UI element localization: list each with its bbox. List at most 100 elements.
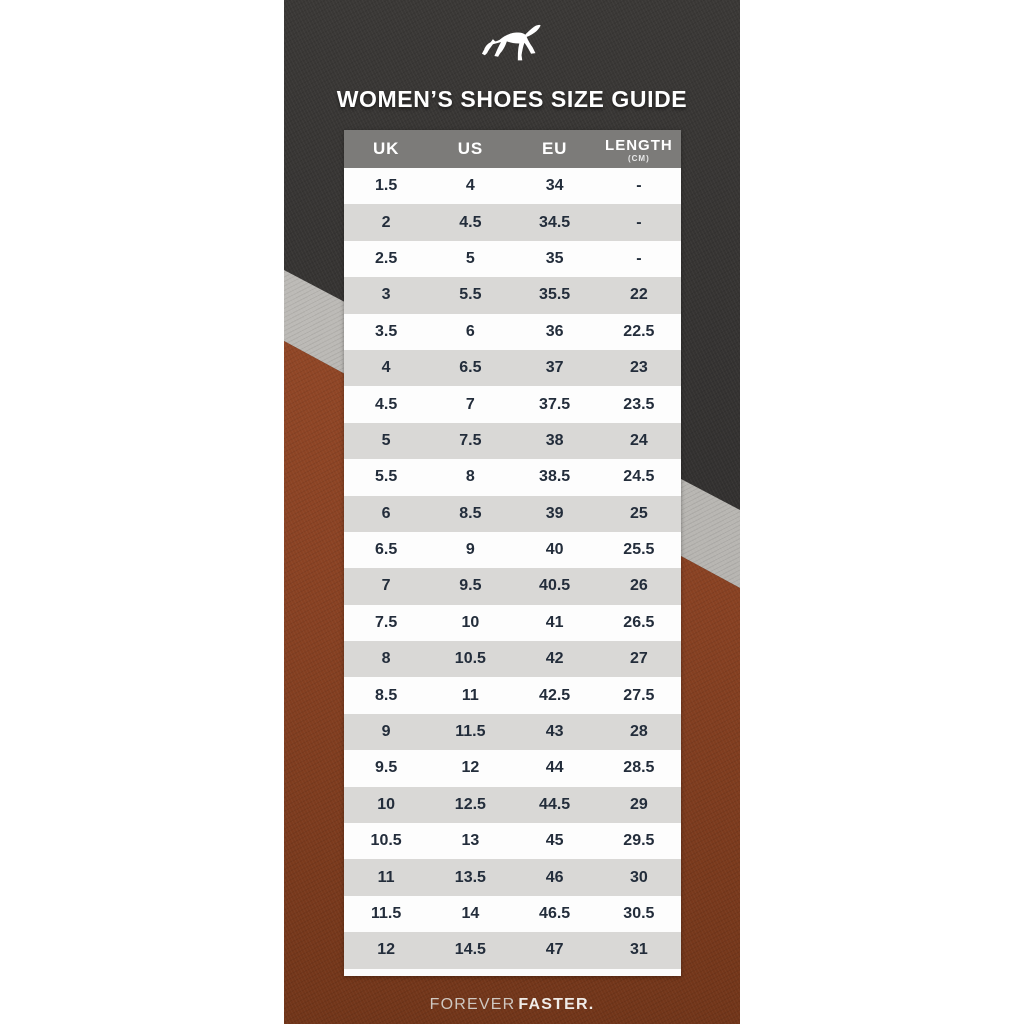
cell-us: 11.5 — [455, 723, 486, 741]
cell-uk: 3 — [381, 286, 391, 304]
cell-uk: 11 — [377, 868, 395, 886]
cell-uk: 6.5 — [375, 541, 398, 559]
forever-faster-tagline: FOREVER FASTER. — [284, 996, 740, 1014]
cell-us: 12.5 — [454, 795, 486, 813]
cell-length: 26.5 — [623, 613, 655, 631]
cell-uk: 8 — [381, 650, 391, 668]
size-table: UK US EU LENGTH (CM) 1.5 4 34 - 2 — [344, 130, 681, 976]
cell-eu: 45 — [545, 832, 564, 850]
cell-length: 26 — [629, 577, 648, 595]
cell-eu: 38 — [545, 431, 564, 449]
cell-uk: 5 — [381, 431, 391, 449]
column-header-us: US — [457, 139, 483, 158]
column-header-uk: UK — [373, 139, 400, 158]
cell-us: 14.5 — [454, 941, 486, 959]
cell-us: 9 — [465, 541, 475, 559]
table-row: 3.5 6 36 22.5 — [344, 313, 681, 350]
cell-length: - — [636, 249, 642, 267]
cell-length: 29.5 — [623, 832, 655, 850]
cell-uk: 7.5 — [375, 613, 398, 631]
cell-us: 10 — [461, 613, 480, 631]
cell-eu: 41 — [545, 613, 564, 631]
table-row: 4 6.5 37 23 — [344, 349, 681, 387]
table-row: 9.5 12 44 28.5 — [344, 750, 681, 787]
cell-length: - — [636, 177, 642, 195]
cell-us: 7.5 — [459, 431, 482, 449]
table-header-row: UK US EU LENGTH (CM) — [344, 130, 681, 168]
cell-eu: 40 — [545, 541, 564, 559]
cell-uk: 5.5 — [375, 468, 398, 486]
cell-uk: 8.5 — [375, 686, 398, 704]
cell-us: 9.5 — [459, 577, 482, 595]
cell-length: 31 — [629, 941, 648, 959]
table-row: 2.5 5 35 - — [344, 240, 681, 278]
cell-us: 5.5 — [459, 286, 482, 304]
cell-eu: 40.5 — [539, 577, 571, 595]
page-title: WOMEN’S SHOES SIZE GUIDE — [336, 86, 688, 112]
cell-uk: 9 — [381, 723, 391, 741]
table-row: 10.5 13 45 29.5 — [344, 823, 681, 860]
cell-eu: 34 — [545, 177, 564, 195]
cell-us: 8.5 — [459, 504, 482, 522]
column-header-length-unit: (CM) — [627, 153, 650, 163]
tagline-part1: FOREVER — [429, 996, 516, 1013]
cell-eu: 42 — [545, 650, 564, 668]
table-row: 3 5.5 35.5 22 — [344, 277, 681, 314]
cell-length: 23 — [629, 359, 648, 377]
cell-us: 7 — [465, 395, 475, 413]
cell-us: 4.5 — [459, 213, 482, 231]
cell-eu: 46.5 — [539, 905, 571, 922]
cell-length: 30 — [629, 868, 648, 886]
cell-eu: 44 — [545, 759, 564, 777]
puma-cat-logo-icon — [479, 20, 545, 70]
table-row: 12 14.5 47 31 — [344, 932, 681, 969]
column-header-eu: EU — [542, 139, 568, 158]
table-row: 4.5 7 37.5 23.5 — [344, 386, 681, 423]
table-row: 8 10.5 42 27 — [344, 641, 681, 678]
cell-us: 6.5 — [459, 359, 482, 377]
cell-eu: 46 — [545, 868, 564, 886]
cell-length: 25.5 — [623, 541, 655, 559]
cell-uk: 2.5 — [375, 249, 398, 267]
cell-eu: 36 — [545, 322, 564, 340]
cell-us: 14 — [461, 905, 480, 922]
cell-us: 6 — [465, 322, 475, 340]
cell-eu: 38.5 — [539, 468, 571, 486]
cell-uk: 12 — [377, 941, 396, 959]
cell-us: 13 — [461, 832, 480, 850]
cell-length: 24 — [629, 431, 648, 449]
cell-us: 4 — [465, 177, 475, 195]
cell-us: 12 — [461, 759, 480, 777]
cell-us: 8 — [465, 468, 475, 486]
cell-length: 29 — [629, 795, 648, 813]
tagline-part2: FASTER. — [518, 996, 595, 1013]
cell-length: 27.5 — [623, 686, 655, 704]
cell-uk: 2 — [381, 213, 391, 231]
column-header-length-label: LENGTH — [605, 136, 673, 154]
table-row: 5 7.5 38 24 — [344, 422, 681, 460]
cell-uk: 10 — [377, 795, 396, 813]
table-row: 6.5 9 40 25.5 — [344, 531, 681, 569]
cell-length: 30.5 — [623, 905, 655, 922]
cell-length: 23.5 — [623, 395, 655, 413]
table-row: 7 9.5 40.5 26 — [344, 568, 681, 605]
table-body: 1.5 4 34 - 2 4.5 34.5 - 2.5 5 35 - — [344, 168, 681, 969]
cell-uk: 10.5 — [370, 832, 402, 850]
cell-eu: 42.5 — [539, 686, 571, 704]
table-row: 8.5 11 42.5 27.5 — [344, 677, 681, 714]
cell-length: 24.5 — [623, 468, 655, 486]
cell-us: 11 — [461, 686, 479, 704]
cell-length: - — [636, 213, 642, 231]
cell-length: 27 — [629, 650, 648, 668]
cell-length: 28 — [629, 723, 648, 741]
cell-length: 25 — [629, 504, 648, 522]
table-row: 2 4.5 34.5 - — [344, 204, 681, 241]
table-row: 5.5 8 38.5 24.5 — [344, 459, 681, 496]
cell-eu: 47 — [545, 941, 564, 959]
background-photo: WOMEN’S SHOES SIZE GUIDE UK US EU LENGTH… — [284, 0, 740, 1024]
cell-length: 22.5 — [623, 322, 655, 340]
cell-uk: 9.5 — [375, 759, 398, 777]
table-row: 11.5 14 46.5 30.5 — [344, 895, 681, 933]
column-header-length: LENGTH (CM) — [597, 136, 681, 163]
